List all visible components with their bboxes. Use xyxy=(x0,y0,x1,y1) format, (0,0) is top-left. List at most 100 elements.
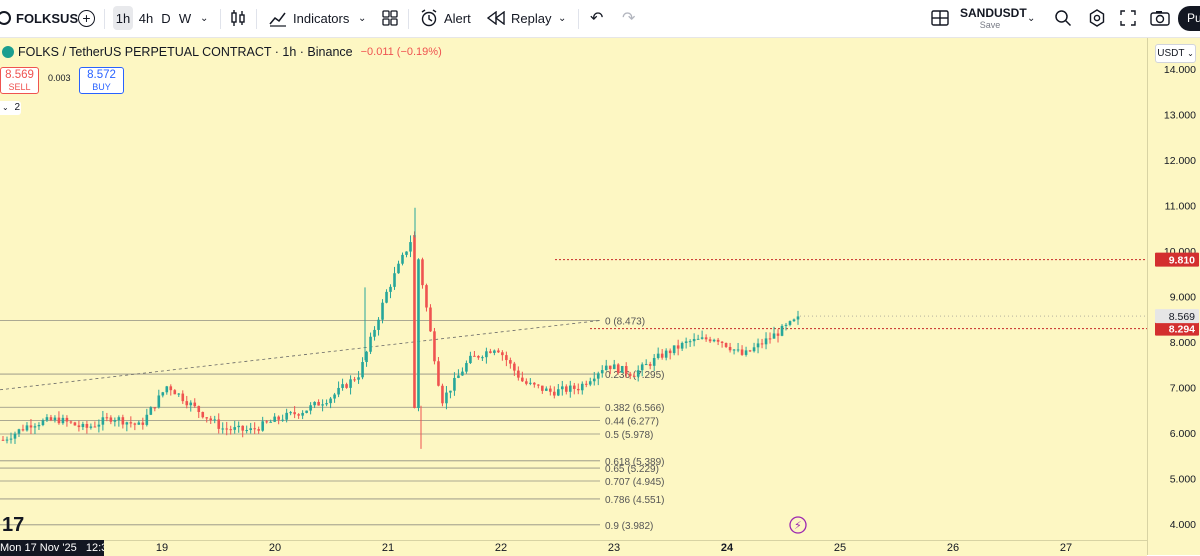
candle-body xyxy=(113,420,117,422)
chart-canvas[interactable]: 0 (8.473) 0.236 (7.295) 0.382 (6.566) 0.44 … xyxy=(0,38,1147,540)
candle-body xyxy=(361,362,364,378)
candle-body xyxy=(17,429,21,434)
candle-body xyxy=(477,356,480,358)
redo-button[interactable]: ↷ xyxy=(622,7,635,29)
layout-dropdown[interactable]: ⌄ xyxy=(1027,7,1035,29)
candle-body xyxy=(688,341,692,343)
price-change: −0.011 (−0.19%) xyxy=(360,46,442,58)
timeframe-w[interactable]: W xyxy=(178,10,192,26)
candle-body xyxy=(756,343,760,348)
candle-body xyxy=(385,291,388,303)
price-tick-label: 14.000 xyxy=(1164,64,1196,76)
candle-body xyxy=(33,426,37,428)
indicators-button[interactable]: Indicators xyxy=(269,7,349,29)
layouts-button[interactable] xyxy=(382,7,398,29)
spread-value: 0.003 xyxy=(48,73,71,83)
time-axis[interactable]: Mon 17 Nov '25 12:30 19 20 21 22 23 24 2… xyxy=(0,540,1147,556)
candle-body xyxy=(716,339,720,342)
publish-button[interactable]: Pu xyxy=(1178,6,1200,31)
candle-body xyxy=(537,384,540,386)
price-tick-label: 12.000 xyxy=(1164,155,1196,167)
candle-body xyxy=(37,425,41,427)
series-title[interactable]: FOLKS / TetherUS PERPETUAL CONTRACT · 1h… xyxy=(18,45,353,59)
indicators-dropdown[interactable]: ⌄ xyxy=(358,7,366,29)
candle-body xyxy=(101,417,105,425)
fib-level-label: 0.9 (3.982) xyxy=(605,521,653,532)
buy-button[interactable]: 8.572 BUY xyxy=(79,67,124,94)
candle-body xyxy=(620,366,624,373)
candle-body xyxy=(293,412,296,415)
candle-body xyxy=(417,259,420,408)
sell-button[interactable]: 8.569 SELL xyxy=(0,67,39,94)
candle-body xyxy=(329,398,332,404)
fib-level-label: 0 (8.473) xyxy=(605,316,645,327)
candle-body xyxy=(509,360,512,364)
symbol-search[interactable]: FOLKSUS xyxy=(0,7,78,29)
chart-pane[interactable]: 0 (8.473) 0.236 (7.295) 0.382 (6.566) 0.44 … xyxy=(0,38,1147,540)
fib-level-label: 0.618 (5.389) xyxy=(605,457,665,468)
candle-body xyxy=(772,333,776,339)
price-tick-label: 8.000 xyxy=(1170,337,1196,349)
candle-body xyxy=(513,363,516,371)
undo-button[interactable]: ↶ xyxy=(590,7,603,29)
candle-body xyxy=(89,426,93,428)
layout-menu[interactable] xyxy=(931,7,949,29)
candle-body xyxy=(209,418,213,421)
candle-body xyxy=(21,429,25,431)
divider xyxy=(104,9,105,29)
candle-body xyxy=(437,361,440,386)
crosshair-time-label: Mon 17 Nov '25 12:30 xyxy=(0,540,104,556)
timeframe-dropdown[interactable]: ⌄ xyxy=(200,7,208,29)
candle-body xyxy=(517,370,520,378)
candle-body xyxy=(501,352,504,356)
candle-body xyxy=(97,424,101,427)
snapshot-button[interactable] xyxy=(1150,7,1170,29)
candle-body xyxy=(193,402,197,407)
candle-body xyxy=(181,393,185,402)
candle-body xyxy=(389,286,392,292)
timeframe-1h[interactable]: 1h xyxy=(113,6,133,30)
candle-body xyxy=(285,412,288,420)
candle-body xyxy=(129,422,133,424)
indicators-collapse-toggle[interactable]: ⌄ 2 xyxy=(0,101,21,115)
candle-body xyxy=(668,350,672,354)
resistance-price-label-bg xyxy=(1155,252,1199,267)
fib-level-label: 0.44 (6.277) xyxy=(605,416,659,427)
candle-body xyxy=(696,338,700,340)
candle-body xyxy=(473,355,476,357)
divider xyxy=(578,9,579,29)
replay-button[interactable]: Replay xyxy=(487,7,551,29)
undo-icon: ↶ xyxy=(590,10,604,27)
candle-body xyxy=(604,365,608,371)
candle-body xyxy=(485,351,488,358)
replay-dropdown[interactable]: ⌄ xyxy=(558,7,566,29)
timeframe-d[interactable]: D xyxy=(161,10,171,26)
price-axis[interactable]: 14.000 13.000 12.000 11.000 10.000 9.000 8.000… xyxy=(1147,38,1200,555)
timeframe-4h[interactable]: 4h xyxy=(138,10,154,26)
candle-body xyxy=(29,425,33,428)
candle-body xyxy=(189,402,193,406)
candle-body xyxy=(281,419,284,421)
candle-body xyxy=(429,307,432,332)
trend-line xyxy=(0,320,601,391)
chart-type-button[interactable] xyxy=(230,7,246,29)
candle-body xyxy=(365,351,368,363)
candle-body xyxy=(249,428,252,431)
settings-button[interactable] xyxy=(1088,7,1106,29)
candle-body xyxy=(173,390,177,395)
candle-body xyxy=(557,389,560,396)
tradingview-logo: 17 xyxy=(2,514,24,536)
candle-body xyxy=(760,343,764,345)
indicators-icon xyxy=(269,12,286,27)
add-symbol-button[interactable]: + xyxy=(78,7,95,29)
fullscreen-button[interactable] xyxy=(1120,7,1136,29)
candle-body xyxy=(584,383,588,385)
candle-body xyxy=(349,379,352,388)
layout-name[interactable]: SANDUSDT Save xyxy=(960,6,1027,31)
alert-button[interactable]: Alert xyxy=(420,7,471,29)
candle-body xyxy=(289,412,292,414)
candle-body xyxy=(57,417,61,424)
candle-body xyxy=(257,429,260,431)
quick-search-button[interactable] xyxy=(1054,7,1072,29)
currency-selector[interactable]: USDT ⌄ xyxy=(1155,44,1196,63)
